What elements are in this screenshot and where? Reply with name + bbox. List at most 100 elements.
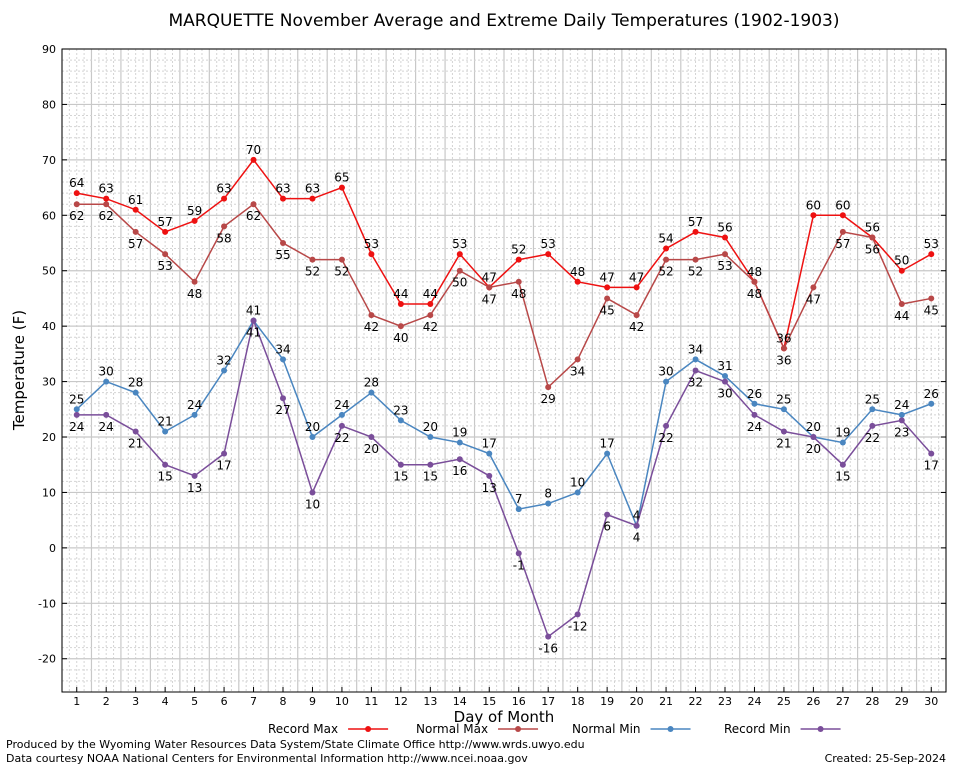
data-label-record-min: 24 [747, 420, 762, 434]
y-tick-label: 80 [42, 98, 56, 111]
data-point-record-max [368, 251, 375, 258]
data-label-normal-min: 41 [246, 304, 261, 318]
y-tick-label: -20 [38, 653, 56, 666]
data-point-normal-max [221, 223, 228, 230]
data-point-normal-max [869, 234, 876, 241]
data-label-normal-min: 24 [334, 398, 349, 412]
data-label-normal-min: 4 [633, 509, 641, 523]
y-tick-label: 70 [42, 154, 56, 167]
data-label-normal-max: 62 [246, 209, 261, 223]
data-point-record-min [722, 378, 728, 385]
x-tick-label: 23 [718, 695, 732, 708]
data-label-record-min: 24 [69, 420, 84, 434]
legend-marker-record-max [365, 726, 372, 732]
temperature-chart: MARQUETTE November Average and Extreme D… [10, 11, 947, 736]
data-label-record-min: 27 [275, 403, 290, 417]
x-tick-label: 24 [747, 695, 761, 708]
data-point-record-max [928, 251, 935, 258]
data-label-record-max: 60 [835, 198, 850, 212]
data-point-record-max [810, 212, 817, 219]
data-label-normal-min: 34 [688, 342, 703, 356]
data-point-normal-max [722, 251, 728, 258]
data-label-record-max: 63 [305, 182, 320, 196]
data-point-normal-min [515, 506, 522, 513]
data-label-record-max: 44 [393, 287, 408, 301]
data-label-record-min: 23 [894, 425, 909, 439]
data-point-normal-max [751, 278, 758, 285]
data-point-record-min [898, 417, 905, 424]
data-label-normal-min: 19 [452, 426, 467, 440]
data-point-normal-min [280, 356, 286, 363]
data-label-record-max: 57 [688, 215, 703, 229]
y-tick-label: 0 [49, 542, 56, 555]
data-label-record-min: 20 [364, 442, 379, 456]
data-point-record-min [486, 472, 493, 479]
y-tick-label: 90 [42, 43, 56, 56]
data-label-record-max: 47 [482, 270, 497, 284]
data-point-normal-min [427, 434, 434, 441]
data-label-record-min: 6 [603, 520, 611, 534]
data-label-record-max: 48 [570, 265, 585, 279]
data-label-record-min: 30 [717, 387, 732, 401]
data-label-record-max: 50 [894, 254, 909, 268]
x-tick-label: 29 [895, 695, 909, 708]
data-label-record-min: -1 [513, 558, 525, 572]
data-point-normal-max [73, 201, 80, 208]
data-label-record-min: 17 [216, 459, 231, 473]
data-point-normal-max [839, 228, 846, 235]
y-tick-label: -10 [38, 597, 56, 610]
footer-created-date: Created: 25-Sep-2024 [824, 752, 946, 765]
x-tick-label: 4 [162, 695, 169, 708]
data-point-record-max [663, 245, 670, 252]
data-point-record-min [280, 395, 286, 402]
data-label-record-min: 13 [187, 481, 202, 495]
x-tick-label: 17 [541, 695, 555, 708]
x-tick-label: 3 [132, 695, 139, 708]
data-point-record-max [132, 206, 139, 213]
y-tick-label: 20 [42, 431, 56, 444]
data-point-normal-max [574, 356, 581, 363]
data-label-record-max: 63 [275, 182, 290, 196]
data-label-record-max: 63 [216, 182, 231, 196]
data-point-normal-min [722, 373, 728, 380]
x-tick-label: 10 [335, 695, 349, 708]
data-label-normal-min: 19 [835, 426, 850, 440]
data-point-normal-max [545, 384, 552, 391]
data-point-record-max [456, 251, 463, 258]
data-label-normal-min: 21 [157, 414, 172, 428]
data-label-record-min: 32 [688, 376, 703, 390]
data-label-normal-max: 53 [717, 259, 732, 273]
data-point-record-min [869, 422, 876, 429]
data-point-record-min [456, 456, 463, 463]
data-point-record-min [73, 411, 80, 418]
data-point-record-min [309, 489, 316, 496]
data-label-record-min: 41 [246, 326, 261, 340]
data-label-record-max: 44 [423, 287, 438, 301]
data-label-normal-max: 44 [894, 309, 909, 323]
data-point-normal-min [574, 489, 581, 496]
data-point-record-max [633, 284, 640, 291]
data-label-normal-max: 47 [806, 292, 821, 306]
data-point-record-min [221, 450, 228, 457]
data-point-record-max [574, 278, 581, 285]
data-label-record-min: 22 [334, 431, 349, 445]
data-label-normal-max: 52 [334, 265, 349, 279]
data-label-record-max: 36 [776, 331, 791, 345]
data-point-record-min [515, 550, 522, 557]
data-point-record-min [751, 411, 758, 418]
data-point-normal-max [604, 295, 611, 302]
data-label-normal-min: 25 [69, 392, 84, 406]
data-point-record-max [427, 300, 434, 307]
data-label-normal-min: 30 [658, 365, 673, 379]
series-layer [73, 156, 935, 640]
x-tick-label: 20 [630, 695, 644, 708]
data-label-normal-min: 24 [894, 398, 909, 412]
data-label-record-min: 16 [452, 464, 467, 478]
data-label-normal-max: 55 [275, 248, 290, 262]
data-point-normal-max [486, 284, 493, 291]
data-point-normal-min [869, 406, 876, 413]
footer-credit-data: Data courtesy NOAA National Centers for … [6, 752, 528, 765]
data-point-record-max [839, 212, 846, 219]
data-label-normal-max: 52 [688, 265, 703, 279]
